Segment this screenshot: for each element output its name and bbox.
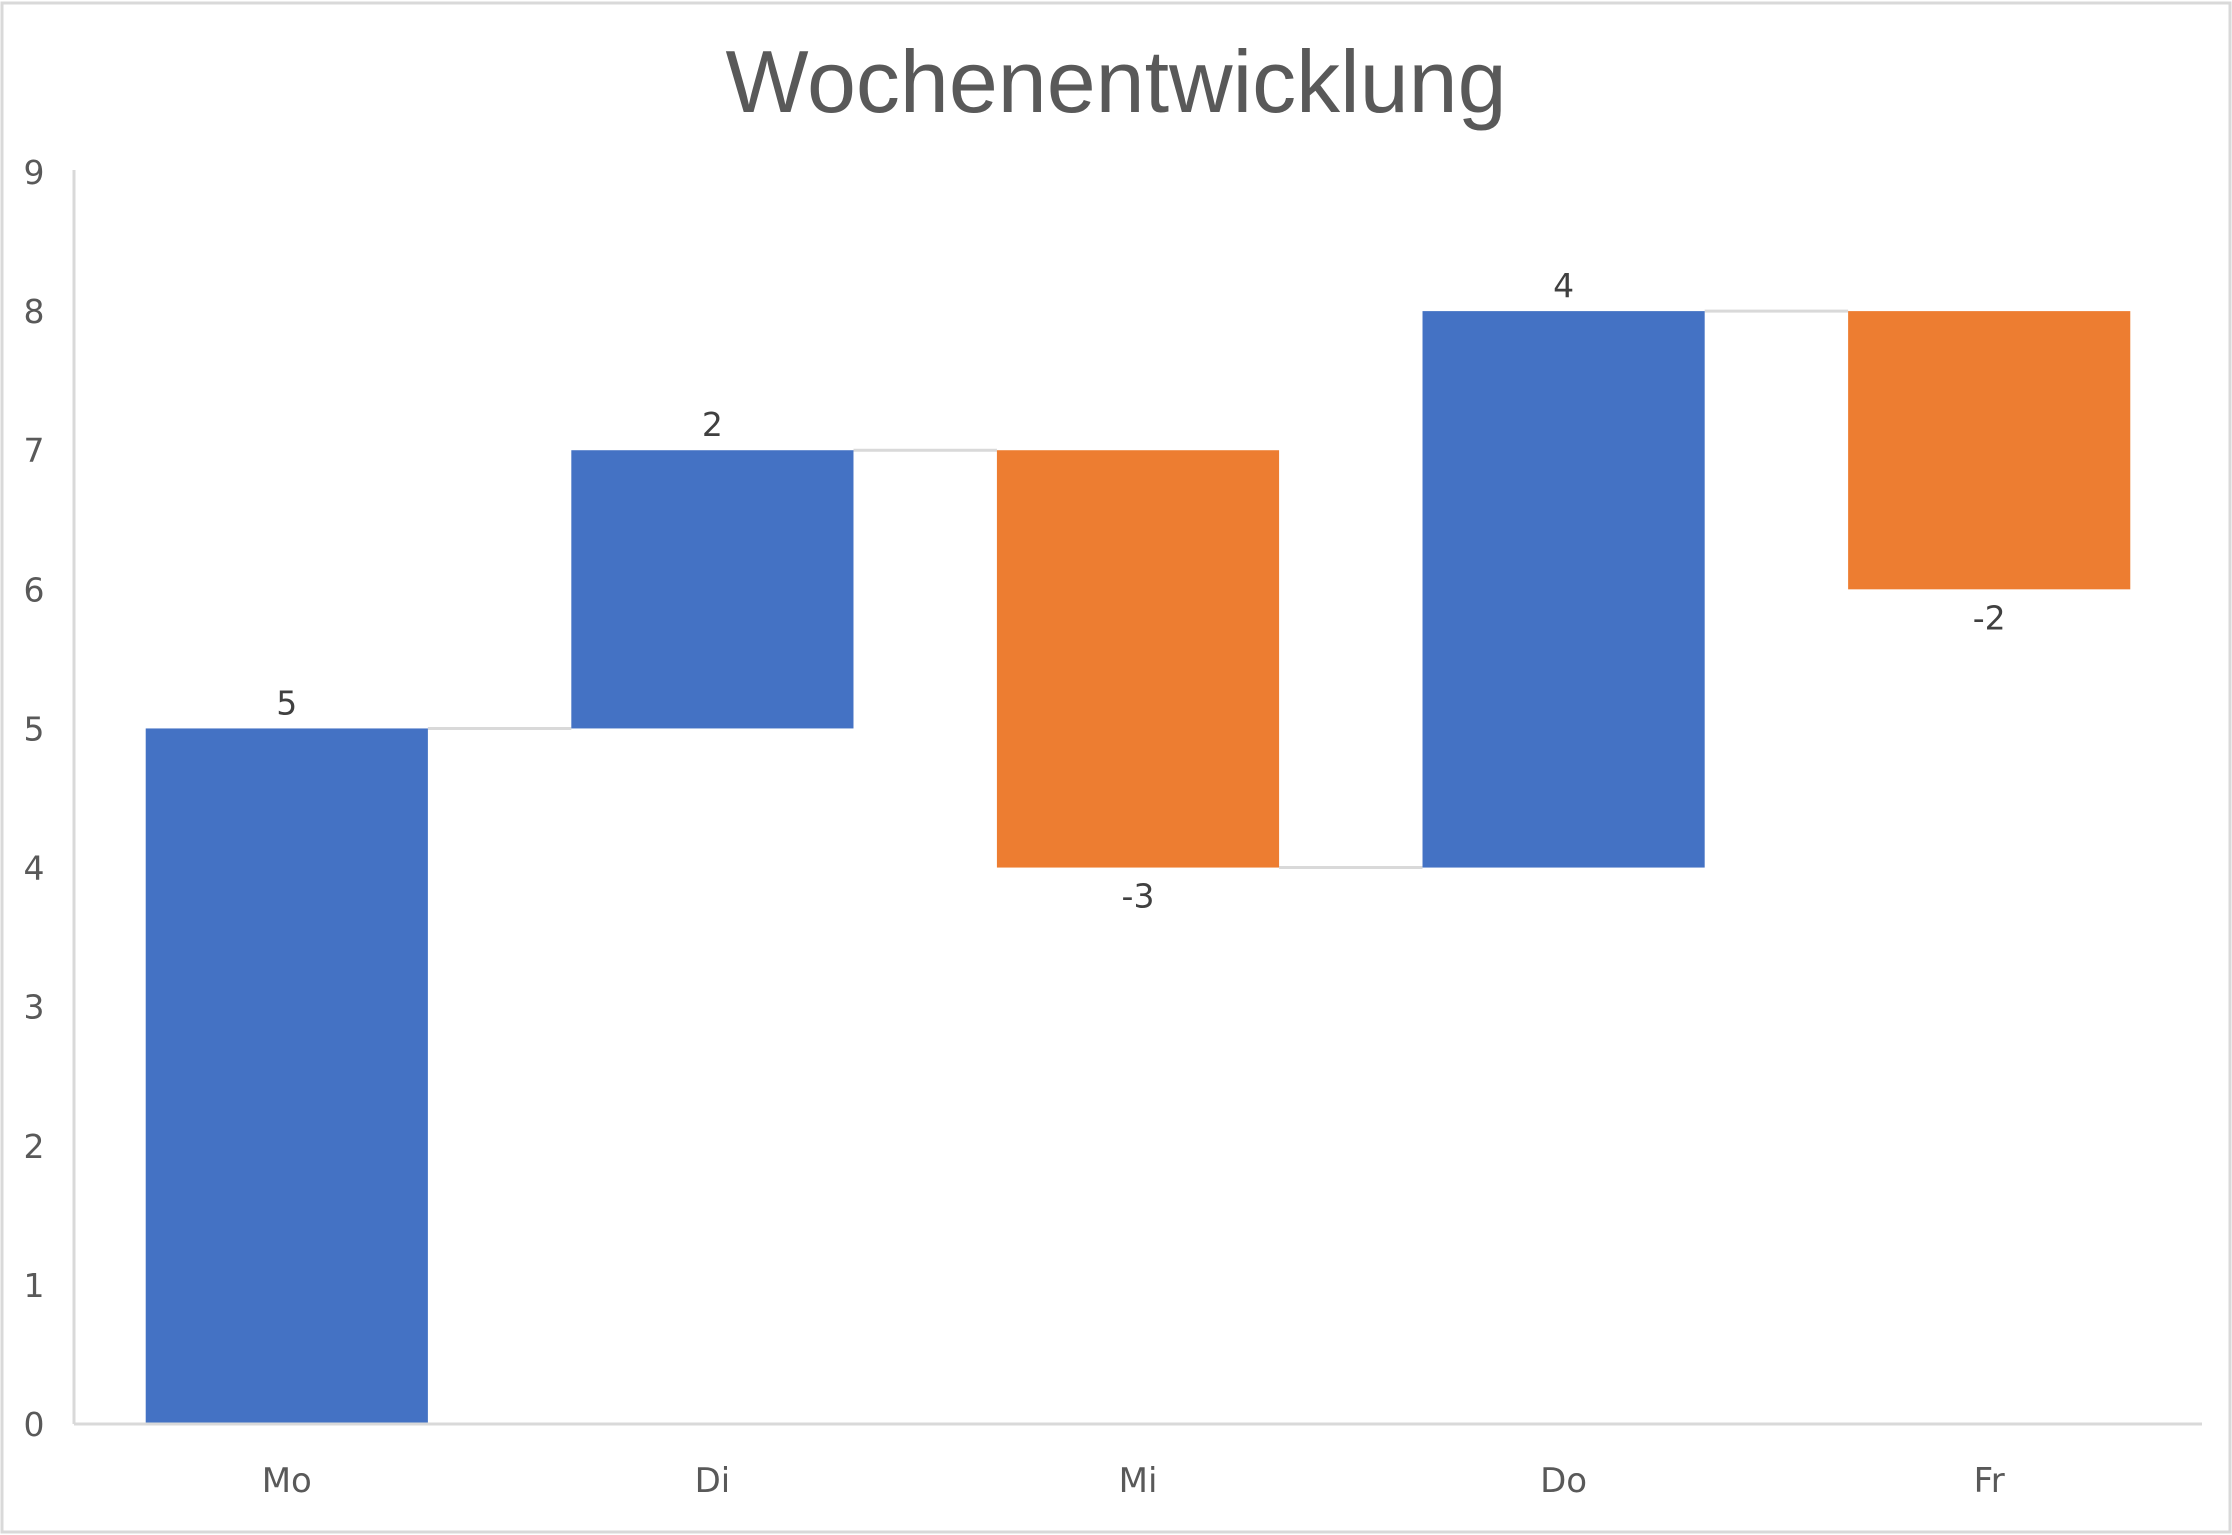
y-tick-label: 4 (24, 849, 45, 888)
bar-mi (996, 450, 1280, 868)
x-tick-label: Do (1540, 1461, 1587, 1501)
x-tick-label: Fr (1974, 1461, 2005, 1501)
axes (72, 170, 2202, 1426)
bar-di (571, 450, 854, 729)
x-tick-label: Di (695, 1461, 731, 1501)
bar-do (1422, 311, 1705, 868)
y-tick-label: 9 (24, 153, 45, 192)
y-tick-label: 3 (24, 988, 45, 1027)
y-tick-label: 1 (24, 1266, 45, 1305)
data-label: 2 (702, 405, 723, 444)
bar-group (145, 311, 2131, 1424)
y-tick-label: 8 (24, 292, 45, 331)
y-tick-label: 7 (24, 431, 45, 470)
data-label: 5 (276, 683, 297, 722)
y-tick-label: 6 (24, 570, 45, 609)
y-tick-label: 2 (24, 1127, 45, 1166)
data-label: -2 (1973, 598, 2006, 637)
x-axis-category-labels: Mo Di Mi Do Fr (262, 1461, 2005, 1501)
x-tick-label: Mi (1119, 1461, 1158, 1501)
bar-fr (1848, 311, 2131, 590)
y-tick-label: 5 (24, 709, 45, 748)
x-tick-label: Mo (262, 1461, 312, 1501)
bar-mo (145, 728, 428, 1424)
y-tick-label: 0 (24, 1405, 45, 1444)
y-axis-tick-labels: 0 1 2 3 4 5 6 7 8 9 (24, 153, 45, 1444)
data-label: -3 (1122, 877, 1155, 916)
connector-lines (427, 309, 1849, 870)
data-labels: 5 2 -3 4 -2 (276, 266, 2005, 915)
chart-title: Wochenentwicklung (725, 32, 1506, 131)
data-label: 4 (1553, 266, 1574, 305)
